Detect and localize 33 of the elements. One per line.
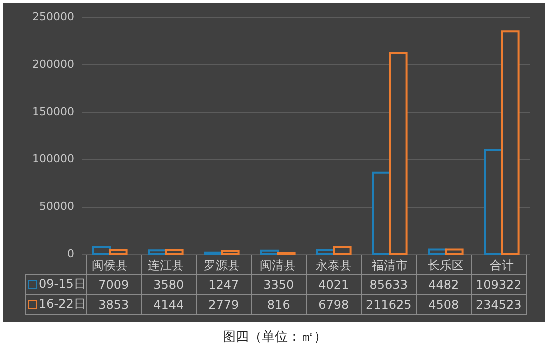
x-tick-label: 长乐区: [428, 258, 464, 272]
data-label: 1247: [196, 274, 252, 294]
y-tick-label: 200000: [32, 58, 74, 71]
data-label: 4021: [306, 274, 362, 294]
data-label: 4144: [141, 294, 196, 314]
legend-label: 09-15日: [26, 274, 86, 294]
x-tick-label: 永泰县: [316, 258, 352, 272]
data-label: 2779: [196, 294, 252, 314]
y-tick-label: 50000: [40, 200, 74, 214]
y-tick-label: 0: [68, 248, 74, 260]
x-tick-label: 连江县: [148, 258, 184, 272]
data-label: 234523: [471, 294, 526, 314]
x-tick-label: 合计: [490, 258, 514, 272]
data-label: 4508: [416, 294, 472, 314]
x-tick-label: 罗源县: [204, 258, 240, 272]
data-label: 85633: [361, 274, 416, 294]
legend-label: 16-22日: [26, 294, 86, 314]
text: 图四（单位：㎡）: [222, 329, 328, 346]
y-tick-label: 100000: [32, 152, 74, 166]
data-label: 4482: [416, 274, 472, 294]
data-label: 109322: [471, 274, 526, 294]
y-tick-label: 150000: [32, 105, 74, 118]
data-label: 816: [251, 294, 306, 314]
x-tick-label: 闽清县: [260, 258, 296, 272]
data-label: 3350: [251, 274, 306, 294]
data-label: 7009: [86, 274, 142, 294]
y-tick-label: 250000: [32, 10, 74, 24]
data-label: 3580: [141, 274, 196, 294]
data-label: 6798: [306, 294, 362, 314]
x-tick-label: 福清市: [372, 258, 408, 272]
data-label: 211625: [361, 294, 416, 314]
data-label: 3853: [86, 294, 142, 314]
x-tick-label: 闽侯县: [92, 258, 128, 272]
